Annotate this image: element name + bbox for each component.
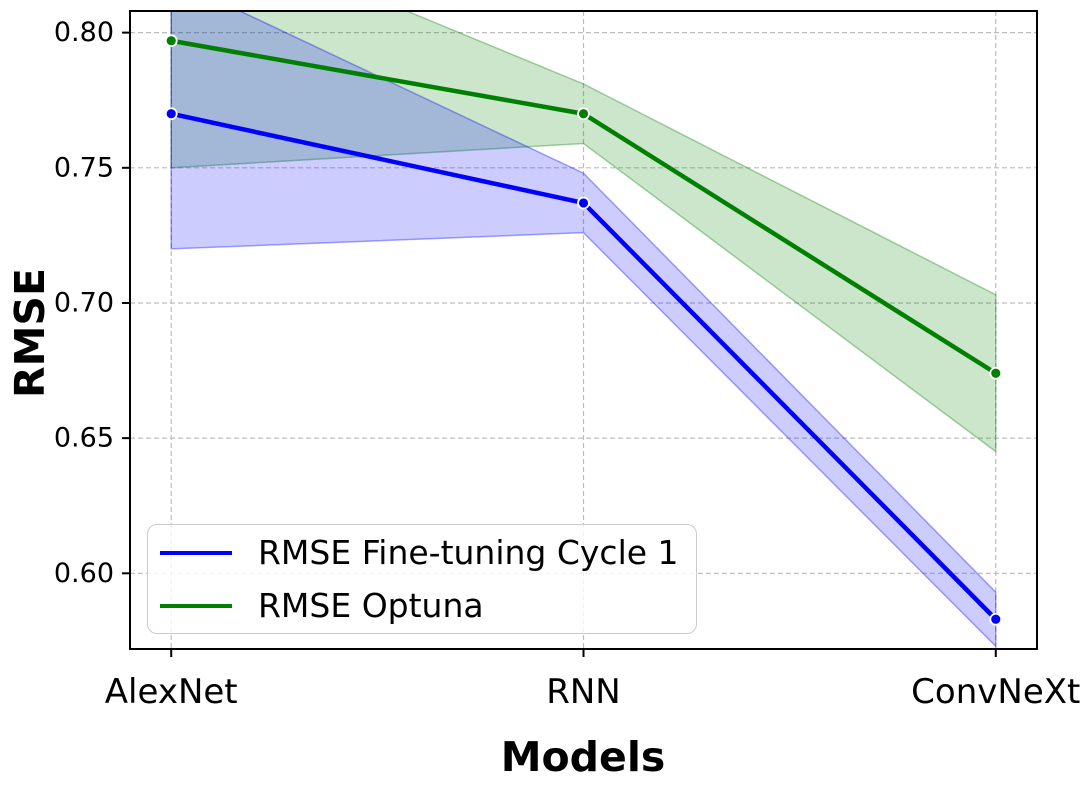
legend-label-optuna: RMSE Optuna: [258, 586, 484, 625]
legend-item-optuna: RMSE Optuna: [148, 583, 696, 628]
y-axis-title: RMSE: [6, 268, 54, 398]
data-point-rnn-optuna: [577, 107, 590, 121]
data-point-rnn-fine-tuning: [577, 196, 590, 210]
data-point-alexnet-fine-tuning: [164, 107, 178, 121]
legend-line-sample-green: [160, 603, 232, 608]
y-tick-label-0.70: 0.70: [54, 287, 114, 318]
legend-label-fine-tuning-cycle-1: RMSE Fine-tuning Cycle 1: [258, 533, 679, 572]
legend: RMSE Fine-tuning Cycle 1 RMSE Optuna: [147, 524, 697, 634]
y-tick-label-0.60: 0.60: [54, 558, 114, 589]
y-tick-label-0.65: 0.65: [54, 423, 114, 454]
confidence-band-optuna: [170, 11, 997, 454]
x-tick-label-rnn: RNN: [546, 672, 621, 712]
x-axis-title: Models: [500, 733, 666, 781]
data-point-convnext-optuna: [989, 366, 1003, 380]
data-point-alexnet-optuna: [164, 34, 178, 48]
x-tick-label-convnext: ConvNeXt: [911, 672, 1080, 712]
legend-item-fine-tuning-cycle-1: RMSE Fine-tuning Cycle 1: [148, 530, 696, 575]
confidence-band-fine-tuning: [170, 11, 997, 649]
x-tick-label-alexnet: AlexNet: [105, 672, 238, 712]
y-tick-label-0.80: 0.80: [54, 17, 114, 48]
y-tick-label-0.75: 0.75: [54, 152, 114, 183]
legend-line-sample-blue: [160, 550, 232, 555]
data-point-convnext-fine-tuning: [989, 612, 1003, 626]
